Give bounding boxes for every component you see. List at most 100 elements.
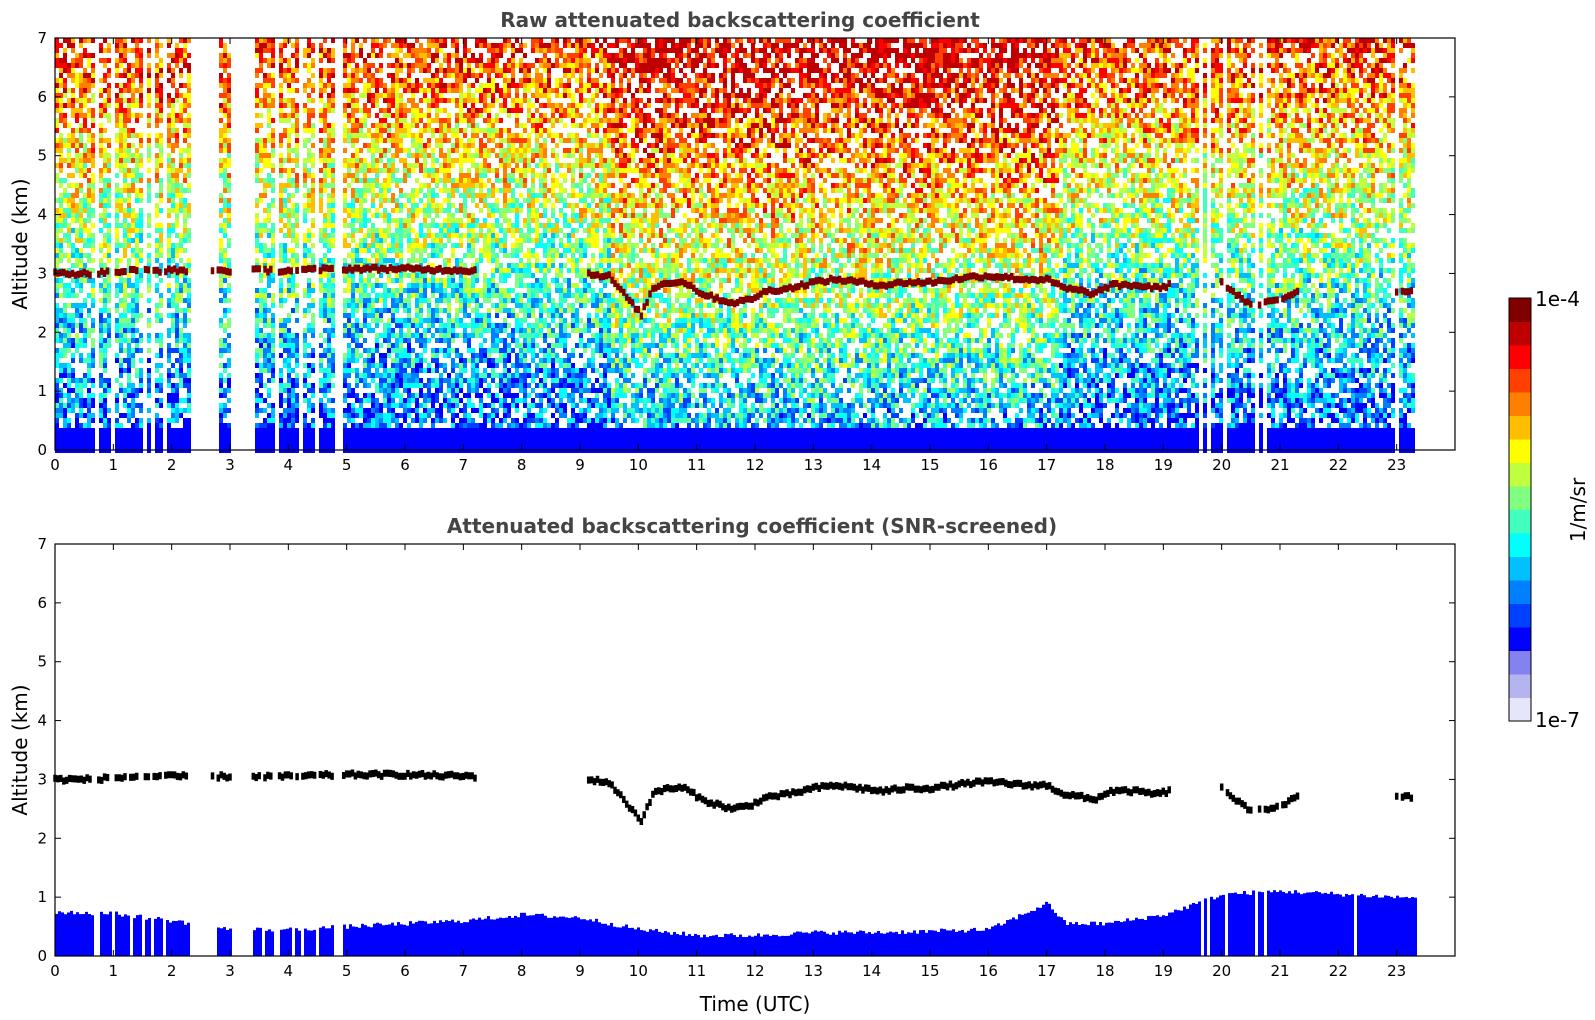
noise-cell	[331, 398, 335, 403]
noise-cell	[127, 143, 131, 148]
noise-cell	[363, 133, 367, 138]
noise-cell	[319, 228, 323, 233]
noise-cell	[371, 378, 375, 383]
noise-cell	[103, 348, 107, 353]
noise-cell	[459, 73, 463, 78]
noise-cell	[395, 143, 399, 148]
noise-cell	[259, 178, 263, 183]
noise-cell	[267, 83, 271, 88]
noise-cell	[423, 243, 427, 248]
noise-cell	[155, 383, 159, 388]
noise-cell	[415, 368, 419, 373]
noise-cell	[343, 113, 347, 118]
noise-cell	[435, 38, 439, 43]
noise-cell	[183, 108, 187, 113]
noise-cell	[375, 323, 379, 328]
noise-cell	[387, 108, 391, 113]
noise-cell	[415, 323, 419, 328]
noise-cell	[279, 88, 283, 93]
noise-cell	[347, 358, 351, 363]
noise-cell	[123, 73, 127, 78]
noise-cell	[415, 138, 419, 143]
noise-cell	[303, 348, 307, 353]
noise-cell	[351, 223, 355, 228]
noise-cell	[379, 388, 383, 393]
noise-cell	[79, 438, 83, 443]
noise-cell	[459, 278, 463, 283]
noise-cell	[395, 368, 399, 373]
noise-cell	[363, 288, 367, 293]
noise-cell	[287, 223, 291, 228]
noise-cell	[55, 423, 59, 428]
noise-cell	[135, 68, 139, 73]
noise-cell	[279, 388, 283, 393]
noise-cell	[139, 103, 143, 108]
noise-cell	[171, 168, 175, 173]
noise-cell	[167, 248, 171, 253]
noise-cell	[327, 98, 331, 103]
noise-cell	[267, 183, 271, 188]
noise-cell	[123, 53, 127, 58]
noise-cell	[327, 223, 331, 228]
noise-cell	[411, 168, 415, 173]
noise-cell	[343, 188, 347, 193]
noise-cell	[331, 108, 335, 113]
noise-cell	[59, 378, 63, 383]
noise-cell	[107, 318, 111, 323]
noise-cell	[59, 398, 63, 403]
noise-cell	[423, 53, 427, 58]
noise-cell	[343, 63, 347, 68]
noise-cell	[403, 133, 407, 138]
noise-cell	[227, 358, 231, 363]
noise-cell	[347, 273, 351, 278]
noise-cell	[103, 388, 107, 393]
noise-cell	[59, 408, 63, 413]
noise-cell	[363, 178, 367, 183]
noise-cell	[67, 333, 71, 338]
noise-cell	[439, 378, 443, 383]
noise-cell	[331, 103, 335, 108]
noise-cell	[127, 338, 131, 343]
noise-cell	[291, 253, 295, 258]
noise-cell	[103, 323, 107, 328]
noise-cell	[307, 363, 311, 368]
noise-cell	[419, 378, 423, 383]
noise-cell	[319, 233, 323, 238]
noise-cell	[91, 73, 95, 78]
noise-cell	[311, 403, 315, 408]
noise-cell	[155, 193, 159, 198]
noise-cell	[303, 393, 307, 398]
noise-cell	[455, 348, 459, 353]
noise-cell	[459, 238, 463, 243]
noise-cell	[451, 433, 455, 438]
noise-cell	[443, 138, 447, 143]
noise-cell	[399, 328, 403, 333]
noise-cell	[147, 308, 151, 313]
noise-cell	[155, 438, 159, 443]
noise-cell	[379, 158, 383, 163]
noise-cell	[75, 263, 79, 268]
noise-cell	[103, 108, 107, 113]
noise-cell	[63, 93, 67, 98]
noise-cell	[183, 93, 187, 98]
noise-cell	[99, 373, 103, 378]
noise-cell	[451, 383, 455, 388]
noise-cell	[223, 53, 227, 58]
noise-cell	[327, 423, 331, 428]
noise-cell	[67, 233, 71, 238]
noise-cell	[351, 53, 355, 58]
noise-cell	[67, 443, 71, 448]
noise-cell	[311, 223, 315, 228]
noise-cell	[347, 78, 351, 83]
noise-cell	[167, 63, 171, 68]
noise-cell	[307, 368, 311, 373]
noise-cell	[467, 93, 471, 98]
noise-cell	[271, 318, 275, 323]
noise-cell	[471, 183, 475, 188]
noise-cell	[415, 298, 419, 303]
noise-cell	[107, 138, 111, 143]
noise-cell	[443, 173, 447, 178]
noise-cell	[471, 158, 475, 163]
noise-cell	[223, 233, 227, 238]
noise-cell	[263, 333, 267, 338]
